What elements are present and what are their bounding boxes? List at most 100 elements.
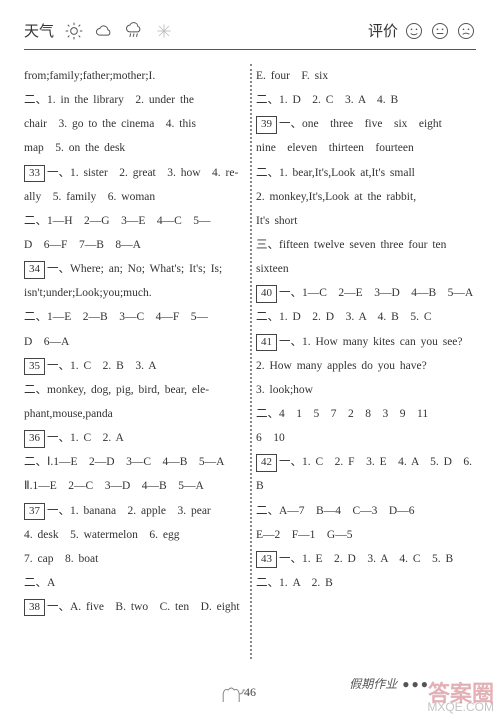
answer-line: 二、1—H 2—G 3—E 4—C 5— <box>24 209 244 233</box>
answer-text: 二、1. bear,It's,Look at,It's small <box>256 167 415 179</box>
answer-line: 37一、1. banana 2. apple 3. pear <box>24 499 244 523</box>
answer-line: 二、monkey, dog, pig, bird, bear, ele- <box>24 378 244 402</box>
answer-text: D 6—F 7—B 8—A <box>24 239 141 251</box>
weather-label: 天气 <box>24 20 54 41</box>
header-left: 天气 <box>24 20 174 41</box>
answer-line: ally 5. family 6. woman <box>24 185 244 209</box>
answer-text: 一、1. C 2. F 3. E 4. A 5. D 6. B <box>256 456 472 492</box>
answer-text: 二、1—E 2—B 3—C 4—F 5— <box>24 311 208 323</box>
answer-line: 二、1. in the library 2. under the <box>24 88 244 112</box>
answer-text: 4. desk 5. watermelon 6. egg <box>24 529 179 541</box>
answer-line: 33一、1. sister 2. great 3. how 4. re- <box>24 161 244 185</box>
camel-icon <box>219 682 247 708</box>
answer-text: 3. look;how <box>256 384 313 396</box>
header-right: 评价 <box>368 20 476 41</box>
rain-icon <box>124 21 144 41</box>
watermark-sub: MXQE.COM <box>427 700 494 714</box>
answer-text: 二、A <box>24 577 55 589</box>
answer-line: 二、Ⅰ.1—E 2—D 3—C 4—B 5—A <box>24 450 244 474</box>
answer-line: 35一、1. C 2. B 3. A <box>24 354 244 378</box>
answer-line: nine eleven thirteen fourteen <box>256 136 476 160</box>
answer-line: 二、1. D 2. C 3. A 4. B <box>256 88 476 112</box>
page-number: 46 <box>244 685 256 700</box>
answer-text: 二、1. A 2. B <box>256 577 333 589</box>
section-number-box: 33 <box>24 165 45 182</box>
page-footer: 46 假期作业 ●●● 答案圈 MXQE.COM <box>0 678 500 714</box>
answer-line: isn't;under;Look;you;much. <box>24 281 244 305</box>
answer-line: 6 10 <box>256 426 476 450</box>
answer-text: 二、1. in the library 2. under the <box>24 94 194 106</box>
answer-line: 二、1. bear,It's,Look at,It's small <box>256 161 476 185</box>
answer-text: 2. How many apples do you have? <box>256 360 427 372</box>
sun-icon <box>64 21 84 41</box>
answer-text: 2. monkey,It's,Look at the rabbit, <box>256 191 416 203</box>
answer-line: D 6—A <box>24 330 244 354</box>
answer-text: 7. cap 8. boat <box>24 553 98 565</box>
answer-text: 三、fifteen twelve seven three four ten <box>256 239 446 251</box>
answer-line: 40一、1—C 2—E 3—D 4—B 5—A <box>256 281 476 305</box>
answer-line: D 6—F 7—B 8—A <box>24 233 244 257</box>
answer-line: E. four F. six <box>256 64 476 88</box>
answer-line: 38一、A. five B. two C. ten D. eight <box>24 595 244 619</box>
answer-text: map 5. on the desk <box>24 142 125 154</box>
page-header: 天气 评价 <box>24 20 476 50</box>
answer-line: sixteen <box>256 257 476 281</box>
rating-label: 评价 <box>368 20 398 41</box>
sad-icon <box>456 21 476 41</box>
right-column: E. four F. six 二、1. D 2. C 3. A 4. B 39一、o… <box>250 64 476 619</box>
answer-text: 二、A—7 B—4 C—3 D—6 <box>256 505 414 517</box>
answer-line: 二、4 1 5 7 2 8 3 9 11 <box>256 402 476 426</box>
answer-text: nine eleven thirteen fourteen <box>256 142 414 154</box>
answer-text: 一、1. C 2. A <box>47 432 124 444</box>
smile-icon <box>404 21 424 41</box>
answer-text: 一、1. C 2. B 3. A <box>47 360 157 372</box>
answer-line: phant,mouse,panda <box>24 402 244 426</box>
answer-text: 一、1. How many kites can you see? <box>279 336 463 348</box>
answer-line: 2. monkey,It's,Look at the rabbit, <box>256 185 476 209</box>
answer-text: 二、Ⅰ.1—E 2—D 3—C 4—B 5—A <box>24 456 225 468</box>
answer-line: from;family;father;mother;I. <box>24 64 244 88</box>
answer-text: E—2 F—1 G—5 <box>256 529 352 541</box>
answer-line: 42一、1. C 2. F 3. E 4. A 5. D 6. B <box>256 450 476 498</box>
cloud-icon <box>94 21 114 41</box>
answer-text: 一、A. five B. two C. ten D. eight <box>47 601 240 613</box>
section-number-box: 43 <box>256 551 277 568</box>
section-number-box: 39 <box>256 116 277 133</box>
answer-text: 二、1. D 2. D 3. A 4. B 5. C <box>256 311 432 323</box>
section-number-box: 40 <box>256 285 277 302</box>
snow-icon <box>154 21 174 41</box>
answer-text: 一、Where; an; No; What's; It's; Is; <box>47 263 222 275</box>
answer-line: 34一、Where; an; No; What's; It's; Is; <box>24 257 244 281</box>
answer-text: D 6—A <box>24 336 69 348</box>
left-column: from;family;father;mother;I. 二、1. in the … <box>24 64 250 619</box>
answer-line: 41一、1. How many kites can you see? <box>256 330 476 354</box>
answer-text: from;family;father;mother;I. <box>24 70 155 82</box>
answer-line: 3. look;how <box>256 378 476 402</box>
answer-line: map 5. on the desk <box>24 136 244 160</box>
answer-text: chair 3. go to the cinema 4. this <box>24 118 196 130</box>
answer-line: 二、A <box>24 571 244 595</box>
answer-text: 二、1. D 2. C 3. A 4. B <box>256 94 398 106</box>
section-number-box: 38 <box>24 599 45 616</box>
section-number-box: 34 <box>24 261 45 278</box>
footer-label: 假期作业 ●●● <box>349 675 430 692</box>
answer-text: 二、4 1 5 7 2 8 3 9 11 <box>256 408 428 420</box>
answer-line: 三、fifteen twelve seven three four ten <box>256 233 476 257</box>
answer-text: 一、1. banana 2. apple 3. pear <box>47 505 211 517</box>
answer-text: E. four F. six <box>256 70 328 82</box>
answer-text: It's short <box>256 215 297 227</box>
answer-line: Ⅱ.1—E 2—C 3—D 4—B 5—A <box>24 474 244 498</box>
answer-line: 二、1. A 2. B <box>256 571 476 595</box>
section-number-box: 42 <box>256 454 277 471</box>
answer-text: 6 10 <box>256 432 285 444</box>
answer-line: 4. desk 5. watermelon 6. egg <box>24 523 244 547</box>
answer-line: 二、1. D 2. D 3. A 4. B 5. C <box>256 305 476 329</box>
content-columns: from;family;father;mother;I. 二、1. in the … <box>24 64 476 619</box>
section-number-box: 35 <box>24 358 45 375</box>
answer-text: phant,mouse,panda <box>24 408 113 420</box>
section-number-box: 37 <box>24 503 45 520</box>
answer-text: ally 5. family 6. woman <box>24 191 155 203</box>
answer-line: 39一、one three five six eight <box>256 112 476 136</box>
answer-text: 二、monkey, dog, pig, bird, bear, ele- <box>24 384 209 396</box>
answer-text: 一、one three five six eight <box>279 118 442 130</box>
